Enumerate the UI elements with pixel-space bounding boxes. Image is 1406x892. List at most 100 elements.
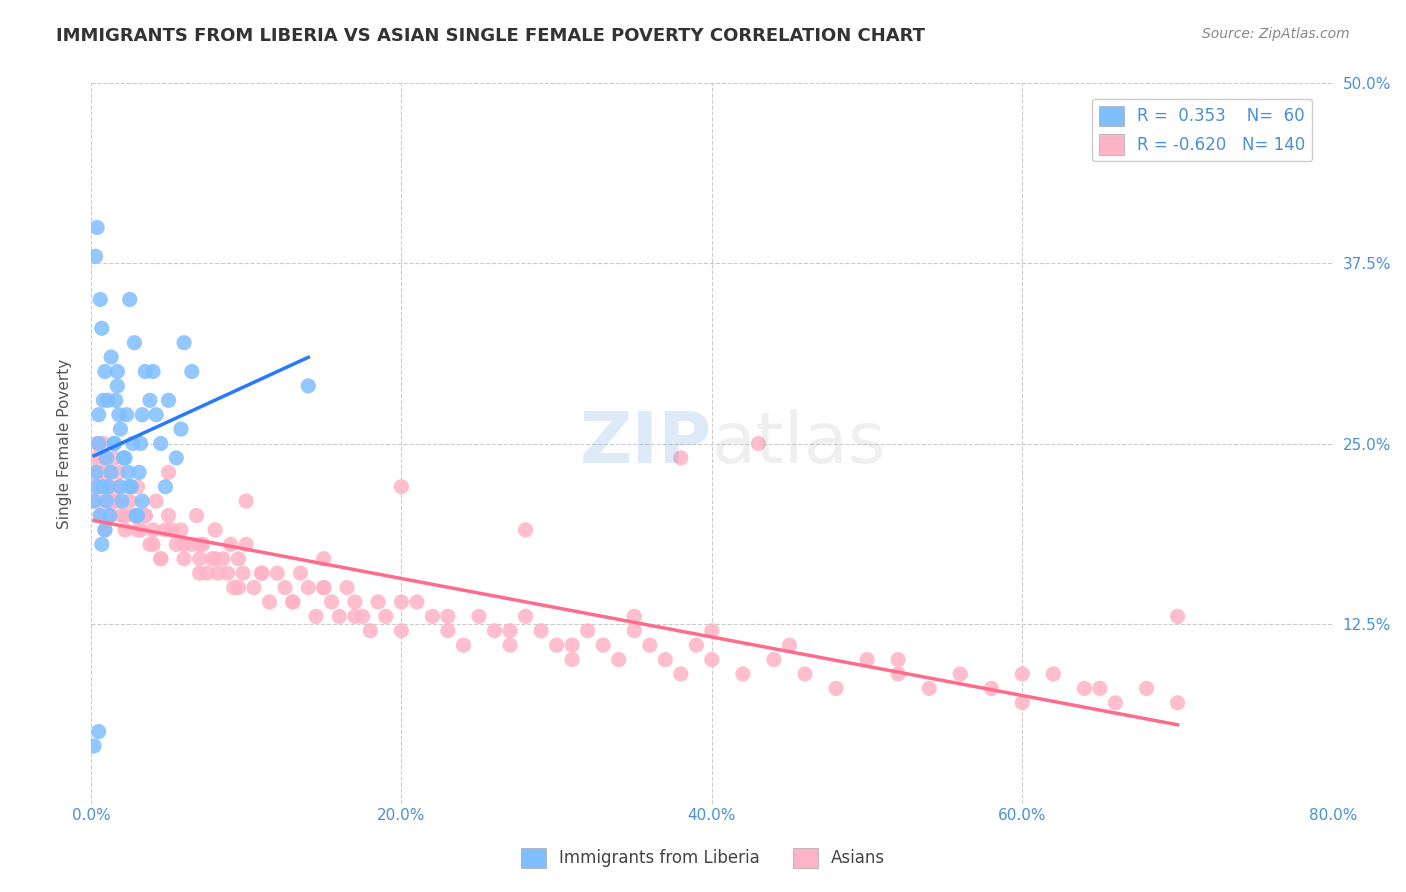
Point [515, 523, 537, 537]
Point [98, 508, 121, 523]
Point [546, 638, 568, 652]
Point [157, 393, 180, 408]
Point [1167, 609, 1189, 624]
Point [243, 581, 266, 595]
Point [321, 595, 343, 609]
Point [228, 551, 250, 566]
Point [1011, 696, 1033, 710]
Point [142, 537, 165, 551]
Point [87, 724, 110, 739]
Point [669, 450, 692, 465]
Point [145, 408, 167, 422]
Point [170, 422, 193, 436]
Point [468, 609, 491, 624]
Point [103, 436, 125, 450]
Point [127, 480, 149, 494]
Point [134, 508, 156, 523]
Point [89, 508, 111, 523]
Point [115, 408, 138, 422]
Point [297, 379, 319, 393]
Point [94, 523, 117, 537]
Point [484, 624, 506, 638]
Point [188, 551, 211, 566]
Point [105, 364, 128, 378]
Point [204, 523, 226, 537]
Point [887, 667, 910, 681]
Point [112, 450, 135, 465]
Point [96, 494, 118, 508]
Point [87, 436, 110, 450]
Point [515, 609, 537, 624]
Point [93, 480, 115, 494]
Point [145, 494, 167, 508]
Point [139, 393, 162, 408]
Point [235, 537, 257, 551]
Point [108, 408, 131, 422]
Point [188, 566, 211, 581]
Point [186, 508, 208, 523]
Point [222, 581, 245, 595]
Point [118, 293, 141, 307]
Point [100, 350, 122, 364]
Point [86, 494, 108, 508]
Point [762, 652, 785, 666]
Point [157, 466, 180, 480]
Point [111, 508, 134, 523]
Point [129, 436, 152, 450]
Point [93, 436, 115, 450]
Point [149, 436, 172, 450]
Point [97, 466, 120, 480]
Point [120, 480, 142, 494]
Point [201, 551, 224, 566]
Point [918, 681, 941, 696]
Point [794, 667, 817, 681]
Point [128, 466, 150, 480]
Point [105, 379, 128, 393]
Point [125, 508, 148, 523]
Point [98, 480, 121, 494]
Point [250, 566, 273, 581]
Point [856, 652, 879, 666]
Point [1135, 681, 1157, 696]
Point [134, 364, 156, 378]
Point [700, 624, 723, 638]
Point [100, 466, 122, 480]
Point [359, 624, 381, 638]
Point [131, 494, 153, 508]
Point [131, 408, 153, 422]
Point [84, 450, 107, 465]
Point [173, 335, 195, 350]
Point [103, 494, 125, 508]
Point [949, 667, 972, 681]
Point [89, 466, 111, 480]
Point [160, 523, 183, 537]
Point [104, 494, 127, 508]
Point [89, 508, 111, 523]
Point [89, 293, 111, 307]
Point [142, 523, 165, 537]
Point [149, 551, 172, 566]
Point [232, 566, 254, 581]
Point [98, 480, 121, 494]
Point [139, 537, 162, 551]
Legend: R =  0.353    N=  60, R = -0.620   N= 140: R = 0.353 N= 60, R = -0.620 N= 140 [1092, 99, 1312, 161]
Point [90, 537, 112, 551]
Point [576, 624, 599, 638]
Legend: Immigrants from Liberia, Asians: Immigrants from Liberia, Asians [515, 841, 891, 875]
Point [328, 609, 350, 624]
Point [93, 450, 115, 465]
Point [170, 523, 193, 537]
Point [103, 450, 125, 465]
Point [121, 436, 143, 450]
Point [312, 581, 335, 595]
Point [980, 681, 1002, 696]
Point [561, 652, 583, 666]
Point [180, 364, 202, 378]
Point [114, 508, 136, 523]
Point [93, 393, 115, 408]
Point [235, 494, 257, 508]
Point [887, 652, 910, 666]
Point [499, 624, 522, 638]
Point [530, 624, 553, 638]
Point [212, 551, 235, 566]
